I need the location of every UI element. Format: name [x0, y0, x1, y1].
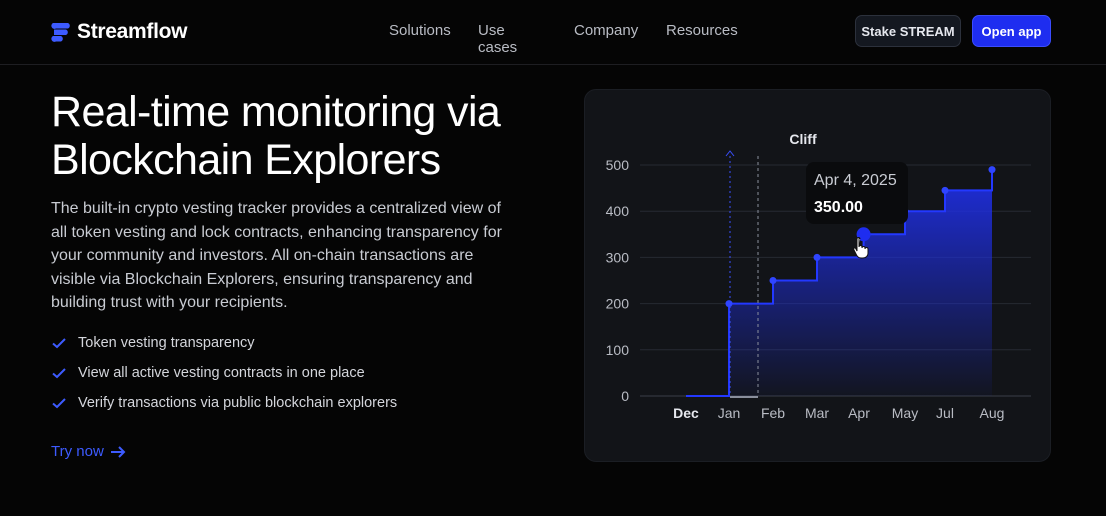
- try-now-label: Try now: [51, 443, 104, 460]
- cliff-label: Cliff: [789, 131, 817, 147]
- hero-title: Real-time monitoring via Blockchain Expl…: [51, 88, 501, 184]
- nav-solutions[interactable]: Solutions: [389, 22, 451, 39]
- x-tick-label: Aug: [980, 405, 1005, 421]
- streamflow-logo-icon: [51, 23, 70, 42]
- x-tick-label: Dec: [673, 405, 699, 421]
- tooltip-value: 350.00: [814, 199, 863, 216]
- y-tick-label: 300: [606, 249, 630, 265]
- data-point[interactable]: [725, 300, 733, 308]
- chart-tooltip: Apr 4, 2025 350.00: [806, 162, 908, 224]
- hero-description: The built-in crypto vesting tracker prov…: [51, 200, 502, 311]
- start-marker-arrow: [725, 150, 735, 157]
- brand-logo[interactable]: Streamflow: [51, 20, 188, 44]
- feature-label: Token vesting transparency: [78, 335, 255, 351]
- check-icon: [52, 398, 66, 409]
- open-app-button[interactable]: Open app: [972, 15, 1051, 47]
- x-tick-label: Jul: [936, 405, 954, 421]
- y-tick-label: 0: [621, 388, 629, 404]
- check-icon: [52, 338, 66, 349]
- hand-cursor-icon: [853, 237, 869, 259]
- y-tick-label: 400: [606, 203, 630, 219]
- arrow-right-icon: [110, 445, 126, 458]
- vesting-chart-card: 0 100 200 300 400 500 Cliff Dec Jan Feb Mar Apr Ma…: [584, 89, 1051, 462]
- x-tick-label: Mar: [805, 405, 829, 421]
- data-point[interactable]: [941, 186, 949, 194]
- tooltip-box: [806, 162, 908, 224]
- check-icon: [52, 368, 66, 379]
- y-tick-label: 100: [606, 342, 630, 358]
- nav-use-cases[interactable]: Use cases: [478, 22, 518, 56]
- feature-list: Token vesting transparency View all acti…: [51, 328, 397, 418]
- stake-stream-button[interactable]: Stake STREAM: [855, 15, 961, 47]
- feature-item: Verify transactions via public blockchai…: [51, 388, 397, 418]
- feature-label: View all active vesting contracts in one…: [78, 365, 365, 381]
- x-tick-label: May: [892, 405, 918, 421]
- nav-resources[interactable]: Resources: [666, 22, 738, 39]
- vesting-area: [729, 169, 992, 396]
- x-tick-label: Jan: [718, 405, 741, 421]
- top-nav: Streamflow Solutions Use cases Company R…: [0, 0, 1106, 65]
- data-point[interactable]: [988, 166, 996, 174]
- brand-name: Streamflow: [77, 20, 188, 43]
- feature-item: View all active vesting contracts in one…: [51, 358, 397, 388]
- data-point[interactable]: [813, 253, 821, 261]
- y-tick-label: 500: [606, 157, 630, 173]
- tooltip-date: Apr 4, 2025: [814, 172, 897, 189]
- x-tick-label: Feb: [761, 405, 785, 421]
- feature-item: Token vesting transparency: [51, 328, 397, 358]
- feature-label: Verify transactions via public blockchai…: [78, 395, 398, 411]
- nav-company[interactable]: Company: [574, 22, 639, 39]
- vesting-chart: 0 100 200 300 400 500 Cliff Dec Jan Feb Mar Apr Ma…: [606, 131, 1031, 421]
- x-tick-label: Apr: [848, 405, 870, 421]
- data-point[interactable]: [769, 277, 777, 284]
- y-tick-label: 200: [606, 296, 630, 312]
- try-now-link[interactable]: Try now: [51, 443, 126, 460]
